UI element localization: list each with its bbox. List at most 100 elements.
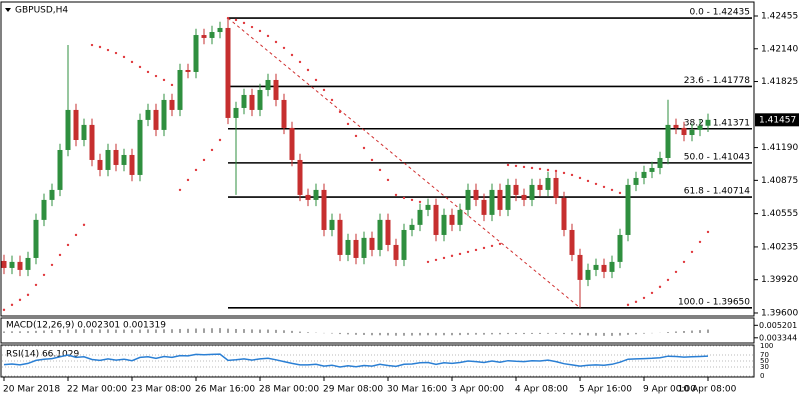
candle-body bbox=[281, 99, 287, 128]
sar-dot bbox=[274, 40, 278, 44]
sar-dot bbox=[138, 65, 142, 69]
fib-label: 38.2 - 1.41371 bbox=[684, 118, 750, 128]
macd-panel bbox=[0, 317, 755, 344]
candle-body bbox=[505, 184, 511, 210]
sar-dot bbox=[362, 146, 366, 150]
sar-dot bbox=[658, 285, 662, 289]
sar-dot bbox=[666, 278, 670, 282]
sar-dot bbox=[186, 178, 190, 182]
current-price-label: 1.41457 bbox=[759, 115, 796, 125]
candle-body bbox=[481, 199, 487, 215]
sar-dot bbox=[10, 303, 14, 307]
sar-dot bbox=[450, 254, 454, 258]
candle-body bbox=[529, 184, 535, 200]
rsi-line bbox=[3, 353, 709, 368]
sar-dot bbox=[146, 70, 150, 74]
candle-body bbox=[65, 109, 71, 150]
candle-body bbox=[369, 237, 375, 250]
candle-body bbox=[577, 254, 583, 280]
candle-body bbox=[273, 79, 279, 100]
x-tick-label: 22 Mar 00:00 bbox=[67, 385, 127, 395]
sar-dot bbox=[370, 158, 374, 162]
sar-dot bbox=[82, 223, 86, 227]
fib-label: 50.0 - 1.41043 bbox=[684, 152, 750, 162]
candle-body bbox=[409, 224, 415, 230]
candle-body bbox=[313, 189, 319, 200]
candle-body bbox=[625, 184, 631, 235]
candle-body bbox=[553, 177, 559, 198]
sar-dot bbox=[378, 168, 382, 172]
x-tick-label: 26 Mar 16:00 bbox=[195, 385, 255, 395]
sar-dot bbox=[490, 244, 494, 248]
sar-dot bbox=[434, 258, 438, 262]
sar-dot bbox=[602, 185, 606, 189]
sar-dot bbox=[682, 260, 686, 264]
sar-dot bbox=[66, 243, 70, 247]
sar-dot bbox=[242, 21, 246, 25]
macd-tick-label: 0.005201 bbox=[759, 321, 797, 330]
sar-dot bbox=[122, 55, 126, 59]
sar-dot bbox=[594, 182, 598, 186]
candle-body bbox=[305, 194, 311, 200]
sar-dot bbox=[610, 188, 614, 192]
candle-body bbox=[177, 69, 183, 110]
macd-title: MACD(12,26,9) 0.002301 0.001319 bbox=[6, 321, 166, 331]
y-tick-label: 1.42140 bbox=[761, 44, 798, 54]
candle-body bbox=[329, 219, 335, 230]
candle-body bbox=[97, 159, 103, 170]
title-icon bbox=[5, 8, 11, 12]
candle-body bbox=[393, 244, 399, 260]
sar-dot bbox=[322, 88, 326, 92]
candle-body bbox=[705, 119, 711, 126]
candle-body bbox=[81, 124, 87, 140]
candle-body bbox=[585, 269, 591, 280]
candle-body bbox=[73, 109, 79, 140]
sar-dot bbox=[642, 296, 646, 300]
sar-dot bbox=[338, 110, 342, 114]
x-tick-label: 23 Mar 08:00 bbox=[131, 385, 191, 395]
candle-body bbox=[441, 214, 447, 235]
y-tick-label: 1.42455 bbox=[761, 12, 798, 22]
candle-body bbox=[417, 209, 423, 225]
candle-body bbox=[385, 219, 391, 245]
sar-dot bbox=[98, 45, 102, 49]
sar-dot bbox=[698, 240, 702, 244]
candle-body bbox=[353, 239, 359, 258]
sar-dot bbox=[306, 68, 310, 72]
fib-label: 0.0 - 1.42435 bbox=[690, 8, 751, 18]
sar-dot bbox=[578, 176, 582, 180]
x-tick-label: 5 Apr 16:00 bbox=[579, 385, 632, 395]
sar-dot bbox=[634, 300, 638, 304]
sar-dot bbox=[34, 283, 38, 287]
candle-body bbox=[209, 32, 215, 38]
y-tick-label: 1.40875 bbox=[761, 176, 798, 186]
rsi-tick-label: 100 bbox=[760, 342, 773, 350]
candle-body bbox=[129, 154, 135, 175]
candle-body bbox=[297, 159, 303, 195]
sar-dot bbox=[474, 248, 478, 252]
x-tick-label: 20 Mar 2018 bbox=[3, 385, 60, 395]
sar-dot bbox=[194, 168, 198, 172]
candle-body bbox=[473, 189, 479, 200]
sar-dot bbox=[394, 193, 398, 197]
sar-dot bbox=[466, 250, 470, 254]
candle-body bbox=[257, 89, 263, 110]
sar-dot bbox=[554, 169, 558, 173]
sar-dot bbox=[74, 233, 78, 237]
sar-dot bbox=[42, 273, 46, 277]
sar-dot bbox=[690, 250, 694, 254]
candle-body bbox=[161, 99, 167, 130]
candle-body bbox=[105, 149, 111, 170]
current-price-box bbox=[755, 113, 799, 127]
sar-dot bbox=[314, 78, 318, 82]
sar-dot bbox=[114, 51, 118, 55]
sar-dot bbox=[218, 138, 222, 142]
sar-dot bbox=[674, 270, 678, 274]
sar-dot bbox=[298, 60, 302, 64]
candle-body bbox=[641, 171, 647, 178]
candle-body bbox=[137, 119, 143, 175]
candle-body bbox=[153, 109, 159, 130]
